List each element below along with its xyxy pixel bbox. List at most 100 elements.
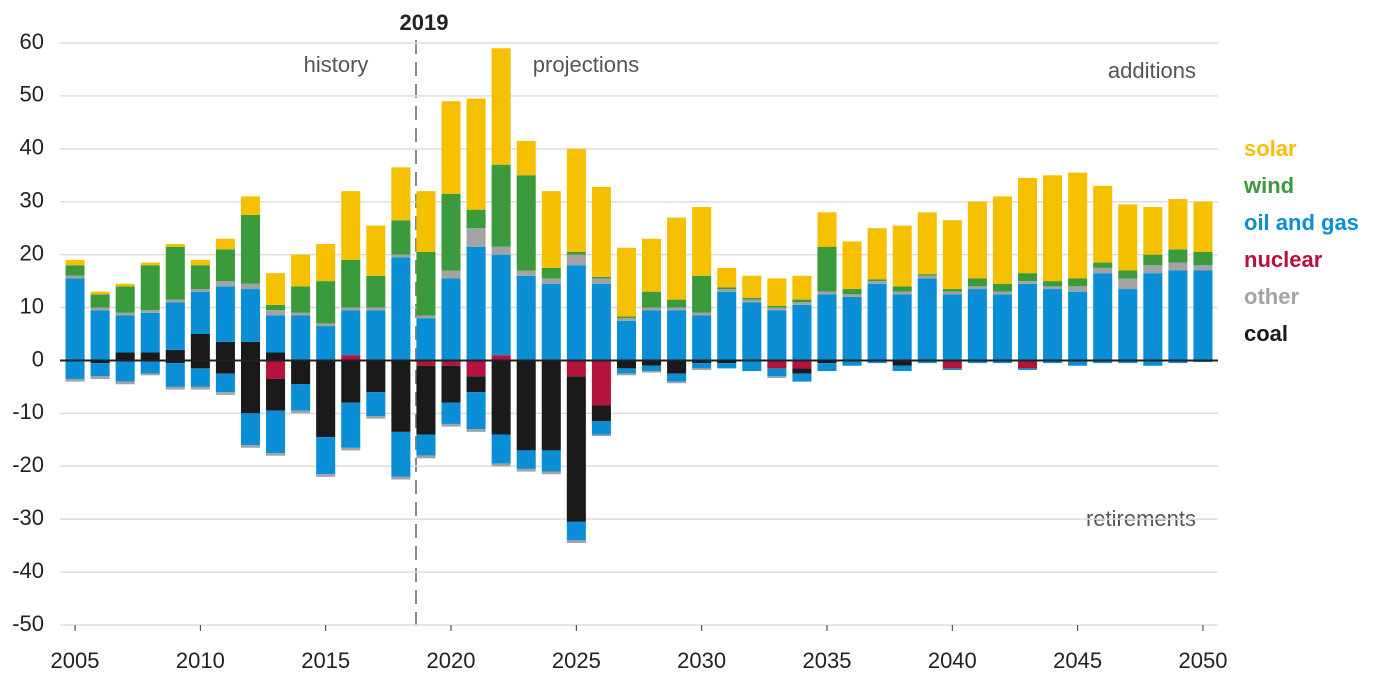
bar-segment — [140, 265, 160, 311]
bar-segment — [917, 278, 937, 361]
bar-segment — [842, 241, 862, 290]
bar-segment — [967, 201, 987, 279]
bar-segment — [1168, 360, 1188, 364]
bar-segment — [165, 244, 185, 247]
bar-segment — [491, 48, 511, 165]
bar-segment — [566, 265, 586, 361]
bar-segment — [1193, 265, 1213, 271]
bar-segment — [642, 291, 662, 308]
bar-segment — [892, 291, 912, 295]
bar-segment — [115, 352, 135, 361]
bar-segment — [1143, 273, 1163, 361]
bar-segment — [1068, 278, 1088, 287]
bar-segment — [1168, 199, 1188, 250]
bar-segment — [316, 326, 336, 361]
bar-segment — [692, 207, 712, 276]
bar-segment — [591, 360, 611, 406]
y-tick-label: 10 — [20, 293, 44, 318]
bar-segment — [717, 267, 737, 288]
bar-segment — [541, 267, 561, 279]
bar-segment — [992, 360, 1012, 364]
bar-segment — [140, 310, 160, 313]
x-tick-label: 2040 — [928, 648, 977, 673]
bar-segment — [1017, 283, 1038, 361]
y-tick-label: 30 — [20, 188, 44, 213]
bar-segment — [616, 318, 636, 321]
y-tick-label: -10 — [12, 399, 44, 424]
bar-segment — [190, 289, 210, 292]
x-tick-label: 2010 — [176, 648, 225, 673]
bar-segment — [742, 298, 762, 300]
bar-segment — [215, 286, 235, 342]
x-tick-label: 2045 — [1053, 648, 1102, 673]
bar-segment — [692, 275, 712, 313]
bar-segment — [115, 360, 135, 382]
bar-segment — [892, 225, 912, 287]
bar-segment — [90, 310, 110, 361]
bar-segment — [1118, 289, 1138, 361]
bar-segment — [215, 249, 235, 282]
bar-segment — [692, 360, 712, 364]
annotation: additions — [1108, 58, 1196, 83]
y-tick-label: 20 — [20, 240, 44, 265]
bar-segment — [240, 196, 261, 215]
bar-segment — [992, 196, 1012, 284]
bar-segment — [1043, 286, 1063, 290]
bar-segment — [391, 220, 411, 255]
bar-segment — [742, 275, 762, 299]
bar-segment — [1068, 291, 1088, 361]
bar-segment — [215, 373, 235, 393]
bar-segment — [1093, 267, 1113, 274]
bar-segment — [1168, 270, 1188, 361]
bar-segment — [190, 368, 210, 387]
bar-segment — [316, 244, 336, 282]
bar-segment — [341, 310, 361, 356]
bar-segment — [441, 278, 461, 361]
bar-segment — [441, 402, 461, 424]
bar-segment — [591, 405, 611, 422]
bar-segment — [291, 410, 311, 414]
bar-segment — [566, 540, 586, 543]
bar-segment — [291, 286, 311, 313]
bar-segment — [165, 363, 185, 387]
y-tick-label: 0 — [32, 346, 44, 371]
bar-segment — [692, 312, 712, 316]
bar-segment — [291, 360, 311, 385]
bar-segment — [1093, 262, 1113, 268]
bar-segment — [942, 360, 962, 369]
bar-segment — [366, 310, 386, 361]
bar-segment — [667, 299, 687, 308]
bar-segment — [1143, 254, 1163, 266]
bar-segment — [266, 304, 286, 311]
bar-segment — [190, 259, 210, 266]
legend-entry: wind — [1243, 173, 1294, 198]
bar-segment — [65, 278, 85, 361]
bar-segment — [266, 410, 286, 454]
bar-segment — [591, 186, 611, 277]
bar-segment — [566, 376, 586, 522]
bar-segment — [942, 294, 962, 361]
bar-segment — [165, 360, 185, 364]
bar-segment — [441, 193, 461, 271]
bar-segment — [215, 238, 235, 250]
bar-segment — [942, 368, 962, 370]
bar-segment — [541, 191, 561, 268]
bar-segment — [416, 318, 436, 361]
bar-segment — [291, 312, 311, 316]
bar-segment — [391, 431, 411, 477]
bar-segment — [917, 274, 937, 276]
bar-segment — [316, 323, 336, 327]
bar-segment — [416, 455, 436, 459]
bar-segment — [591, 434, 611, 437]
bar-segment — [190, 291, 210, 334]
bar-segment — [140, 352, 160, 361]
bar-segment — [541, 450, 561, 472]
bar-segment — [1168, 249, 1188, 263]
bar-segment — [1168, 262, 1188, 271]
bar-segment — [616, 320, 636, 361]
bar-segment — [266, 360, 286, 379]
bar-segment — [591, 421, 611, 435]
bar-segment — [65, 360, 85, 379]
bar-segment — [266, 315, 286, 353]
